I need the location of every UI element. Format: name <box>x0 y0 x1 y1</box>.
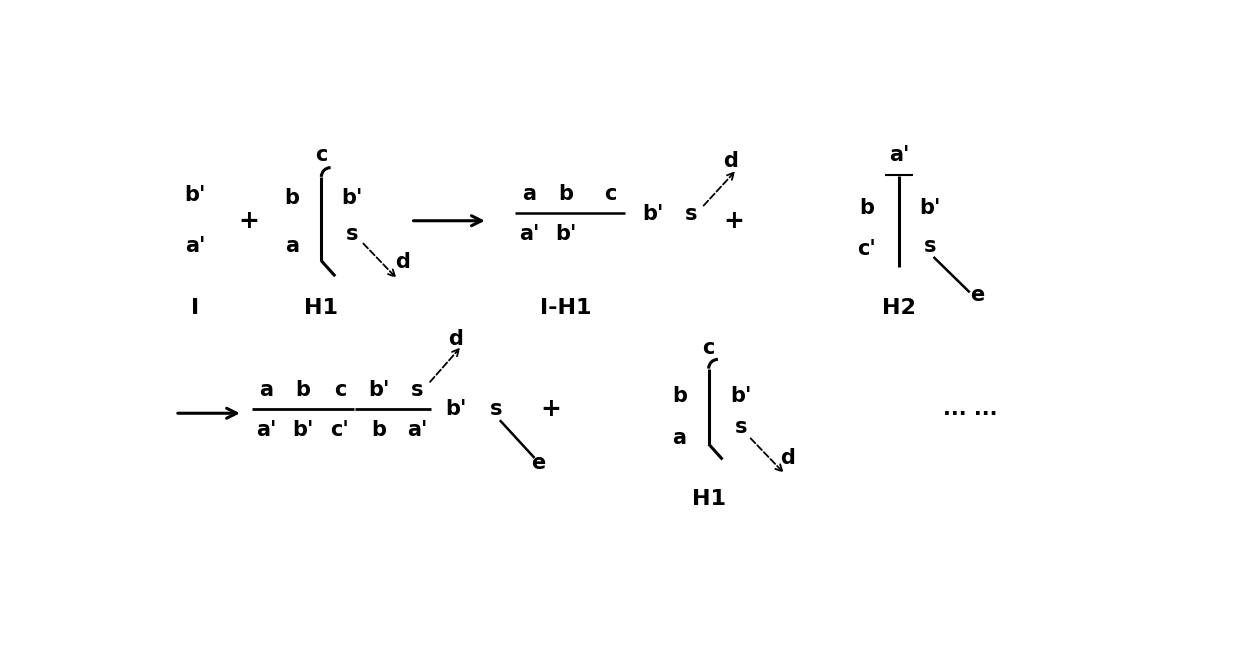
Text: d: d <box>724 151 738 171</box>
Text: s: s <box>684 203 697 224</box>
Text: H2: H2 <box>882 298 916 318</box>
Text: b': b' <box>642 203 663 224</box>
Text: b': b' <box>293 420 314 440</box>
Text: a: a <box>285 236 299 256</box>
Text: s: s <box>924 236 936 256</box>
Text: d: d <box>449 329 464 349</box>
Text: a': a' <box>407 420 428 440</box>
Text: a': a' <box>889 145 909 165</box>
Text: b: b <box>672 386 687 406</box>
Text: b: b <box>371 420 386 440</box>
Text: b': b' <box>185 185 206 205</box>
Text: c: c <box>315 145 327 165</box>
Text: b': b' <box>730 386 751 406</box>
Text: s: s <box>346 224 358 244</box>
Text: c: c <box>703 338 714 358</box>
Text: b': b' <box>445 399 466 419</box>
Text: s: s <box>412 380 424 400</box>
Text: e: e <box>531 453 546 474</box>
Text: c: c <box>334 380 346 400</box>
Text: b': b' <box>919 198 940 218</box>
Text: c': c' <box>330 420 350 440</box>
Text: +: + <box>724 209 744 233</box>
Text: s: s <box>490 399 502 419</box>
Text: I-H1: I-H1 <box>541 298 591 318</box>
Text: b: b <box>559 184 574 203</box>
Text: a: a <box>259 380 273 400</box>
Text: H1: H1 <box>692 490 725 510</box>
Text: I: I <box>191 298 200 318</box>
Text: b': b' <box>556 224 577 244</box>
Text: b: b <box>859 198 874 218</box>
Text: a': a' <box>185 236 206 256</box>
Text: c: c <box>604 184 616 203</box>
Text: a': a' <box>520 224 539 244</box>
Text: d: d <box>394 251 409 271</box>
Text: a': a' <box>255 420 277 440</box>
Text: d: d <box>780 448 795 468</box>
Text: a: a <box>522 184 536 203</box>
Text: +: + <box>238 209 259 233</box>
Text: H1: H1 <box>304 298 339 318</box>
Text: b': b' <box>341 187 363 207</box>
Text: e: e <box>970 286 985 306</box>
Text: ... ...: ... ... <box>944 399 998 419</box>
Text: b': b' <box>368 380 389 400</box>
Text: b: b <box>295 380 310 400</box>
Text: a: a <box>672 428 687 448</box>
Text: b: b <box>284 187 300 207</box>
Text: +: + <box>541 397 562 421</box>
Text: c': c' <box>857 239 875 259</box>
Text: s: s <box>735 417 748 437</box>
